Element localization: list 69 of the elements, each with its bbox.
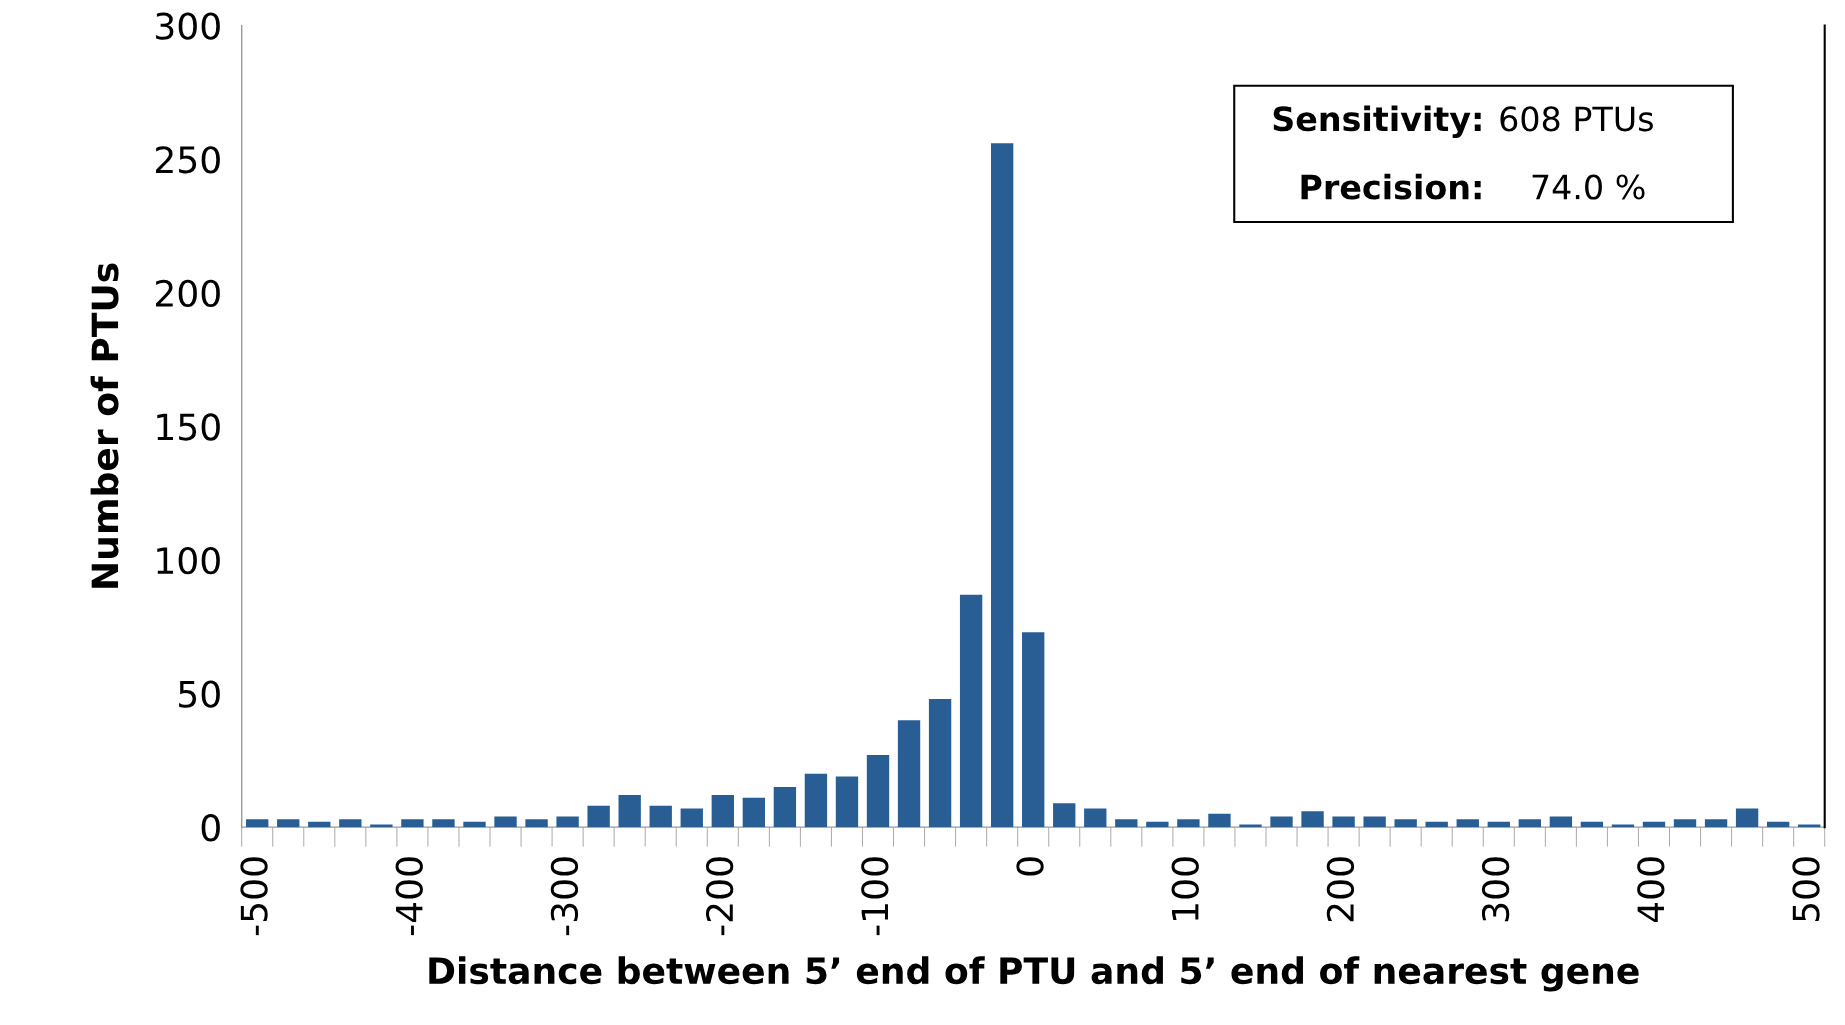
bar <box>1425 821 1448 828</box>
bar <box>1642 821 1666 828</box>
y-tick-label: 250 <box>155 146 220 174</box>
bar <box>1084 808 1107 828</box>
bar <box>308 821 331 828</box>
bar <box>1270 816 1293 828</box>
x-tick-label: 0 <box>1016 857 1044 876</box>
bar <box>711 795 734 828</box>
bar <box>1332 816 1355 828</box>
y-axis-title: Number of PTUs <box>90 263 119 588</box>
x-tick-label: 100 <box>1171 857 1199 920</box>
bar <box>1766 821 1790 828</box>
x-tick-label: -400 <box>395 857 423 936</box>
bar <box>1456 819 1479 828</box>
x-tick-label: -200 <box>705 857 734 936</box>
y-tick-label: 50 <box>179 680 220 708</box>
bar <box>618 795 641 828</box>
bar <box>277 819 300 828</box>
x-tick-label: 300 <box>1481 857 1510 922</box>
x-tick-label: -300 <box>550 857 579 936</box>
bar <box>649 805 672 828</box>
bar <box>1518 819 1541 828</box>
bar <box>1549 816 1573 828</box>
annotation: Sensitivity: 608 PTUs <box>1273 105 1653 139</box>
bar <box>525 819 548 828</box>
bar <box>587 805 610 828</box>
x-tick-label: 400 <box>1637 857 1665 923</box>
bar <box>1146 821 1169 828</box>
y-tick-label: 150 <box>157 413 220 441</box>
bar <box>432 819 455 828</box>
bar <box>1580 821 1604 828</box>
y-tick-label: 0 <box>201 814 220 842</box>
bar <box>1301 811 1324 828</box>
x-tick-label: -500 <box>240 857 268 936</box>
x-axis-title: Distance between 5’ end of PTU and 5’ end of nearest gene <box>429 956 1639 992</box>
x-tick-label: 500 <box>1792 857 1820 922</box>
bar <box>1208 813 1231 828</box>
bar <box>835 776 859 828</box>
bar <box>897 720 921 828</box>
bar <box>1177 819 1200 828</box>
y-tick-label: 300 <box>156 12 220 40</box>
bar <box>1115 819 1138 828</box>
bar <box>1735 808 1759 828</box>
bar <box>1673 819 1697 828</box>
bar <box>1487 821 1510 828</box>
bar <box>959 594 983 828</box>
y-tick-label: 200 <box>155 279 220 308</box>
bar <box>1394 819 1417 828</box>
bar <box>990 143 1014 828</box>
bar <box>928 698 952 828</box>
bar <box>1053 803 1076 828</box>
x-tick-label: 200 <box>1326 857 1355 922</box>
bar <box>1704 819 1728 828</box>
x-tick-label: -100 <box>861 857 889 936</box>
bar <box>463 821 486 828</box>
bar <box>1363 816 1386 828</box>
bar <box>556 816 579 828</box>
bar <box>401 819 424 828</box>
bar <box>742 797 766 828</box>
y-tick-label: 100 <box>157 546 220 575</box>
bar <box>246 819 269 828</box>
text: Precision: 74.0 % <box>1301 173 1645 200</box>
bar <box>339 819 362 828</box>
bar <box>866 755 890 828</box>
bar <box>1022 632 1045 828</box>
bar <box>773 787 797 828</box>
bar <box>494 816 517 828</box>
bar <box>680 808 703 828</box>
bar <box>804 773 828 828</box>
